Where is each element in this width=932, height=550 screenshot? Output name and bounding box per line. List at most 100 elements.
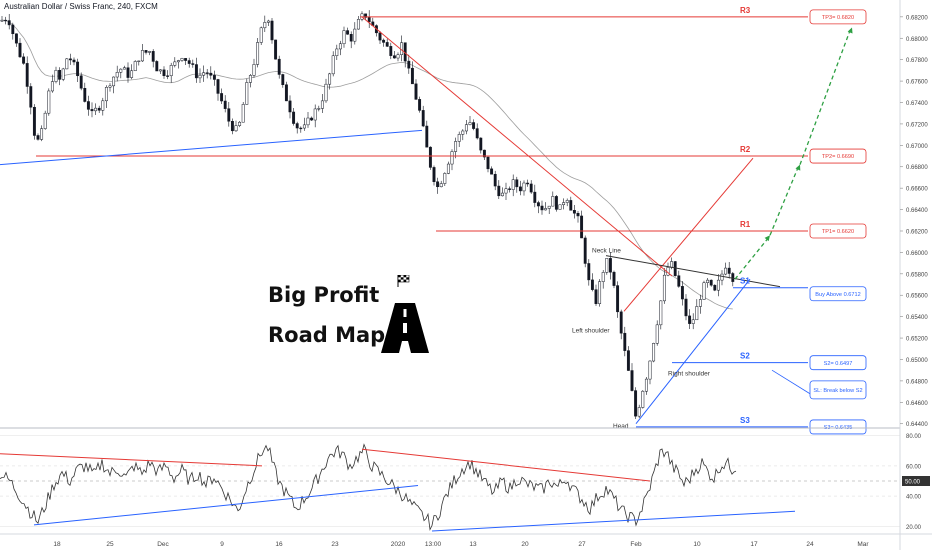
y-tick-label: 0.68200 [906, 15, 928, 21]
candle-body [169, 65, 173, 77]
candle-body [688, 315, 692, 324]
level-box-s3 [809, 419, 867, 435]
candle-body [432, 167, 436, 182]
candle-body [540, 205, 544, 211]
candle-body [684, 298, 688, 317]
candle-body [598, 281, 602, 304]
sl-connector [771, 369, 811, 395]
candle-body [637, 407, 641, 417]
resistance-trendline [361, 16, 673, 277]
candle-body [641, 390, 645, 408]
candle-body [382, 39, 386, 43]
candle-body [263, 22, 267, 29]
candle-body [126, 67, 130, 78]
rsi-resistance-1 [0, 453, 263, 467]
candle-body [288, 100, 292, 113]
candle-body [508, 188, 512, 190]
candle-body [562, 202, 566, 206]
candle-body [421, 110, 425, 127]
road-icon [381, 303, 429, 353]
candle-body [392, 55, 396, 59]
candle-body [83, 88, 87, 102]
candle-body [317, 108, 321, 110]
candle-body [158, 69, 162, 72]
candle-body [320, 100, 324, 109]
rsi-tick-label: 60.00 [906, 464, 922, 470]
candle-body [338, 43, 342, 50]
candle-body [626, 350, 630, 371]
level-name-s2: S2 [740, 352, 750, 361]
candle-body [425, 125, 429, 148]
y-tick-label: 0.67000 [906, 144, 928, 150]
candle-body [43, 112, 47, 129]
candle-body [472, 122, 476, 129]
x-tick-label: Mar [857, 541, 869, 548]
candle-body [72, 59, 76, 63]
candle-body [551, 196, 555, 207]
candle-body [616, 285, 620, 313]
rsi-support-2 [431, 510, 796, 532]
x-tick-label: Dec [157, 541, 169, 548]
candle-body [720, 273, 724, 281]
candle-body [180, 58, 184, 61]
level-name-r1: R1 [740, 220, 751, 229]
candle-body [587, 263, 591, 281]
candle-body [65, 58, 69, 70]
candle-body [475, 128, 479, 139]
x-tick-label: 23 [331, 541, 339, 548]
candle-body [133, 61, 137, 72]
candle-body [295, 123, 299, 129]
rsi-resistance-2 [361, 448, 651, 482]
candle-body [346, 30, 350, 35]
candle-body [544, 208, 548, 211]
candle-body [727, 267, 731, 274]
rsi-tick-label: 20.00 [906, 525, 922, 531]
level-box-r3 [809, 9, 867, 25]
y-tick-label: 0.66400 [906, 208, 928, 214]
level-value-r2: TP2= 0.6690 [822, 154, 854, 160]
candle-body [4, 19, 8, 22]
candle-body [281, 74, 285, 85]
candle-body [241, 104, 245, 123]
arrow-head [795, 164, 801, 171]
candle-body [259, 27, 263, 43]
candle-body [302, 124, 306, 129]
y-tick-label: 0.67600 [906, 80, 928, 86]
y-tick-label: 0.65200 [906, 337, 928, 343]
level-box-s2 [809, 355, 867, 371]
y-tick-label: 0.66800 [906, 165, 928, 171]
rsi-support-1 [33, 485, 419, 526]
candle-body [349, 34, 353, 42]
candle-body [252, 64, 256, 76]
candle-body [115, 72, 119, 78]
pattern-label: Head [613, 423, 629, 430]
y-tick-label: 0.65800 [906, 272, 928, 278]
candle-body [40, 128, 44, 140]
sl-box [809, 380, 867, 400]
candle-body [86, 101, 90, 110]
candle-body [187, 60, 191, 64]
pattern-label: Neck Line [592, 247, 621, 254]
y-tick-label: 0.64800 [906, 379, 928, 385]
level-name-r3: R3 [740, 6, 751, 15]
level-box-r1 [809, 223, 867, 239]
candle-body [731, 273, 735, 282]
candle-body [518, 186, 522, 192]
candle-body [277, 58, 281, 75]
candle-body [230, 120, 234, 132]
candle-body [22, 56, 26, 64]
arrow-head [764, 235, 770, 242]
candle-body [439, 183, 443, 188]
candles [0, 10, 735, 419]
candle-body [36, 135, 40, 140]
candle-body [450, 151, 454, 165]
candle-body [504, 188, 508, 194]
candle-body [410, 67, 414, 85]
candle-body [493, 173, 497, 187]
x-tick-label: 20 [521, 541, 529, 548]
candle-body [482, 149, 486, 158]
y-tick-label: 0.65400 [906, 315, 928, 321]
level-name-s1: S1 [740, 277, 750, 286]
candle-body [558, 204, 562, 210]
